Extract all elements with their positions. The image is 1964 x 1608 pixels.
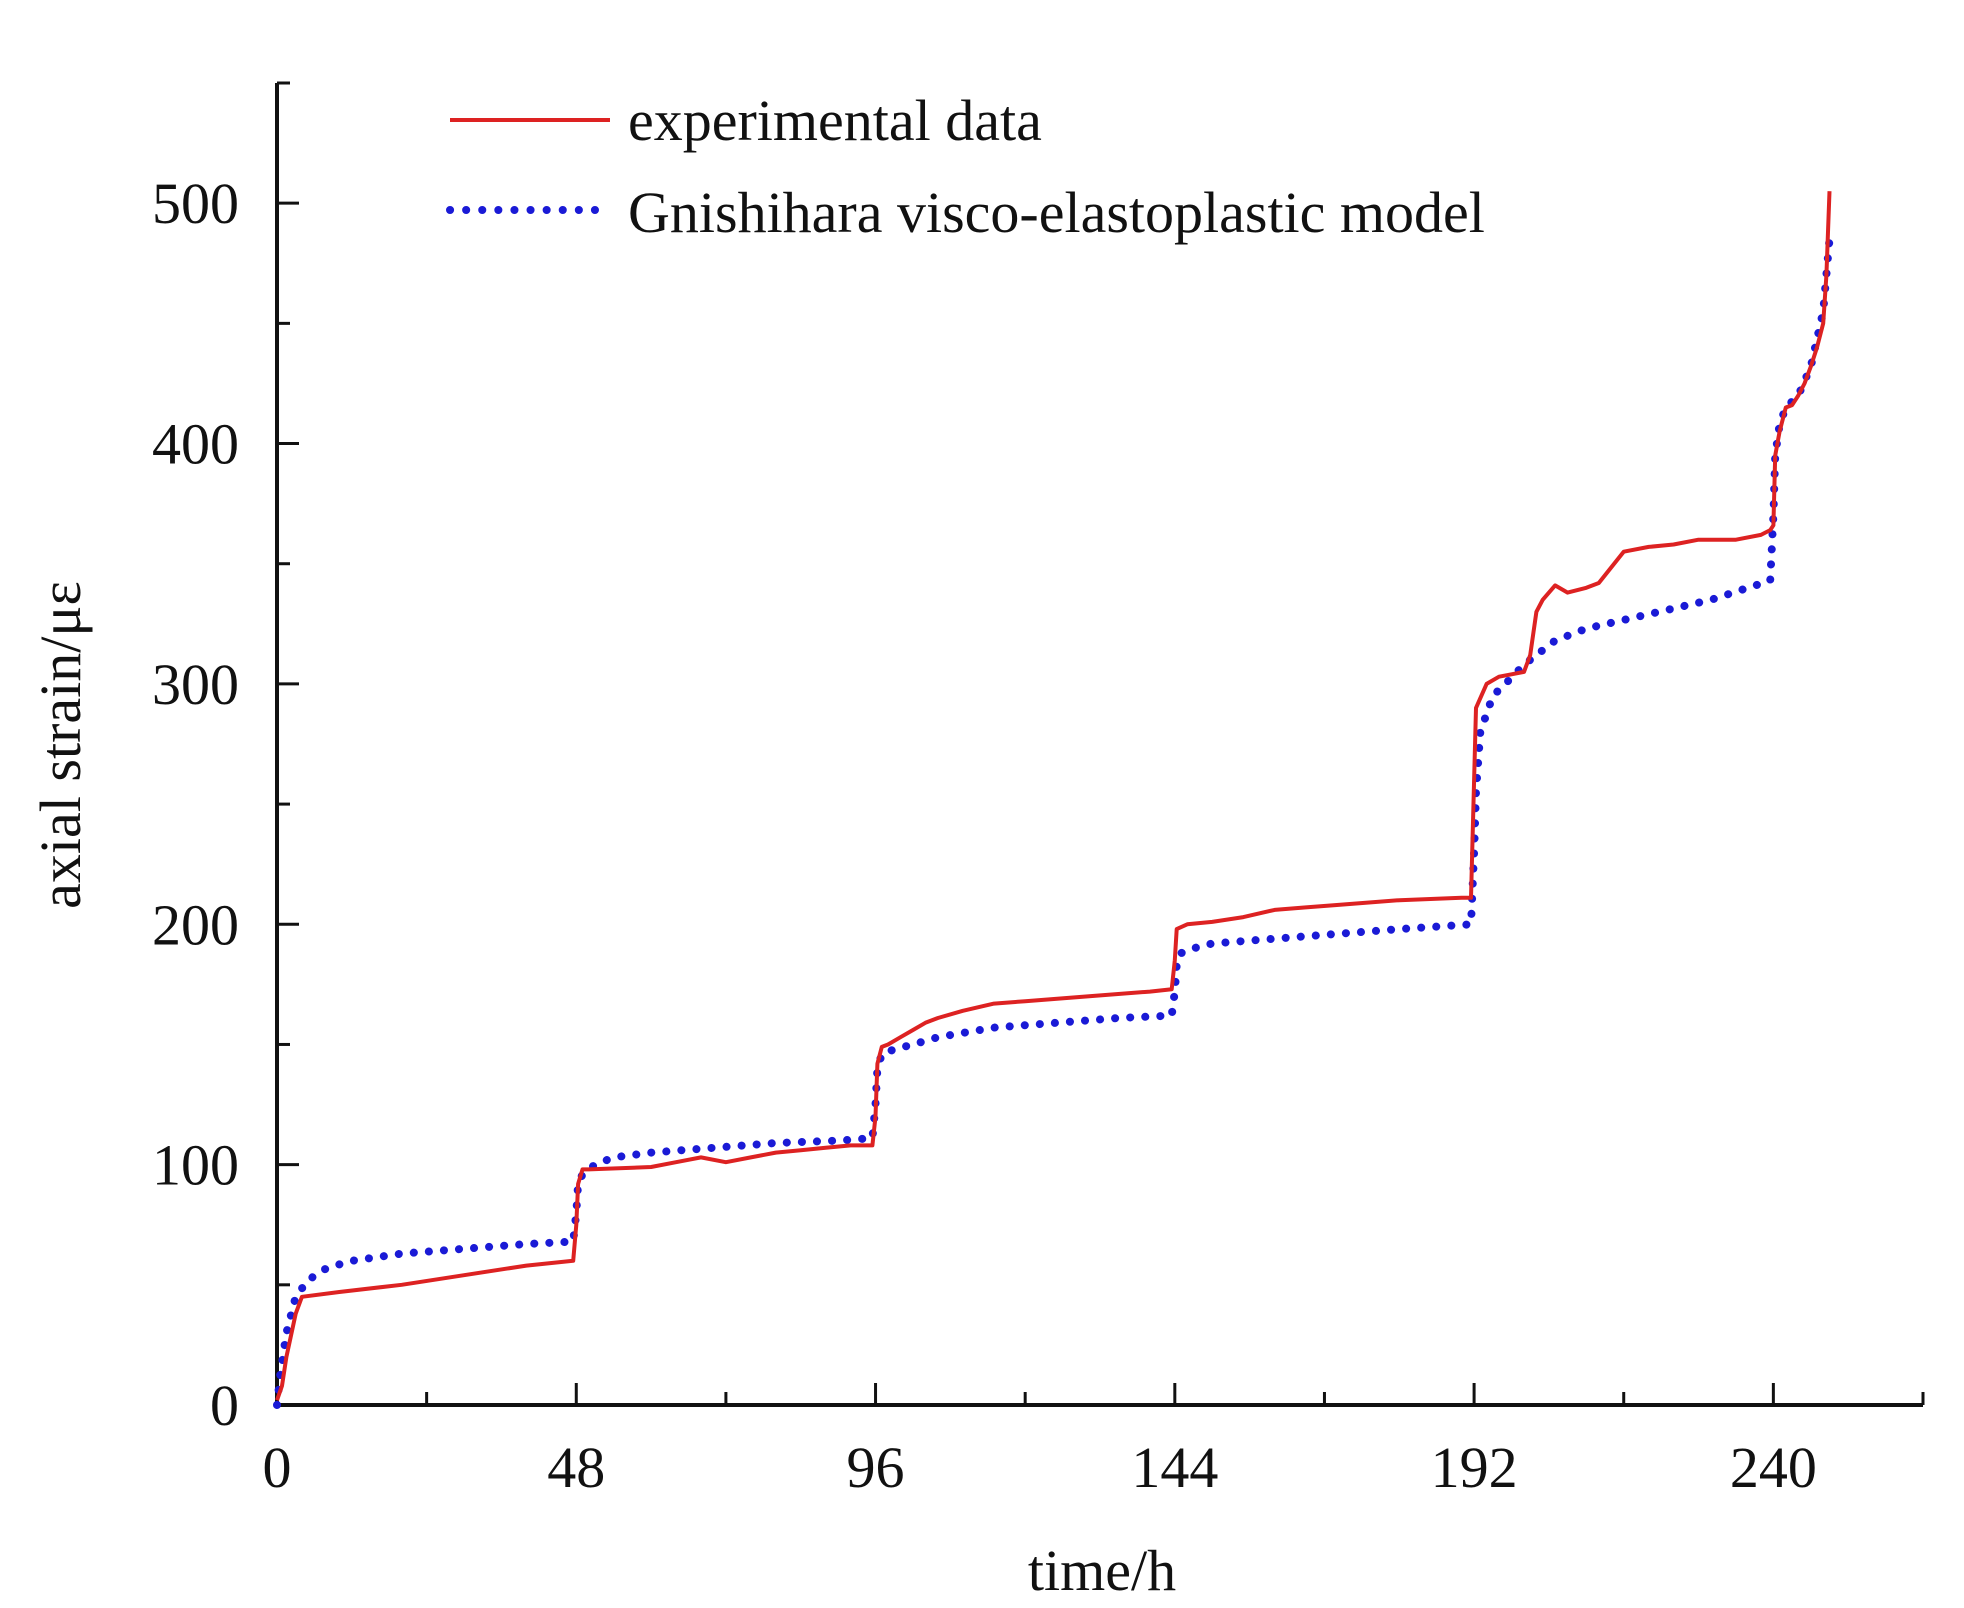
y-tick-label-500: 500: [152, 171, 239, 236]
legend-label-model: Gnishihara visco-elastoplastic model: [628, 180, 1485, 245]
y-tick-label-200: 200: [152, 892, 239, 957]
y-axis-label: axial strain/με: [28, 581, 93, 909]
y-tick-label-0: 0: [210, 1373, 239, 1438]
series-layer: [273, 191, 1834, 1409]
x-tick-label-96: 96: [847, 1435, 905, 1500]
y-tick-label-400: 400: [152, 412, 239, 477]
x-tick-label-192: 192: [1431, 1435, 1518, 1500]
legend-label-experimental: experimental data: [628, 88, 1042, 153]
legend: experimental data Gnishihara visco-elast…: [446, 88, 1485, 245]
y-tick-label-100: 100: [152, 1133, 239, 1198]
x-axis-label: time/h: [1028, 1538, 1176, 1603]
x-tick-label-0: 0: [263, 1435, 292, 1500]
x-tick-label-48: 48: [547, 1435, 605, 1500]
tick-labels: 0 48 96 144 192 240 0 100 200 300 400 500: [152, 171, 1817, 1500]
x-tick-label-240: 240: [1730, 1435, 1817, 1500]
axes: [275, 83, 1923, 1407]
y-tick-label-300: 300: [152, 652, 239, 717]
series-line-experimental: [275, 191, 1832, 1401]
series-line-model: [273, 235, 1834, 1409]
x-tick-label-144: 144: [1131, 1435, 1218, 1500]
ticks: [275, 81, 1925, 1407]
